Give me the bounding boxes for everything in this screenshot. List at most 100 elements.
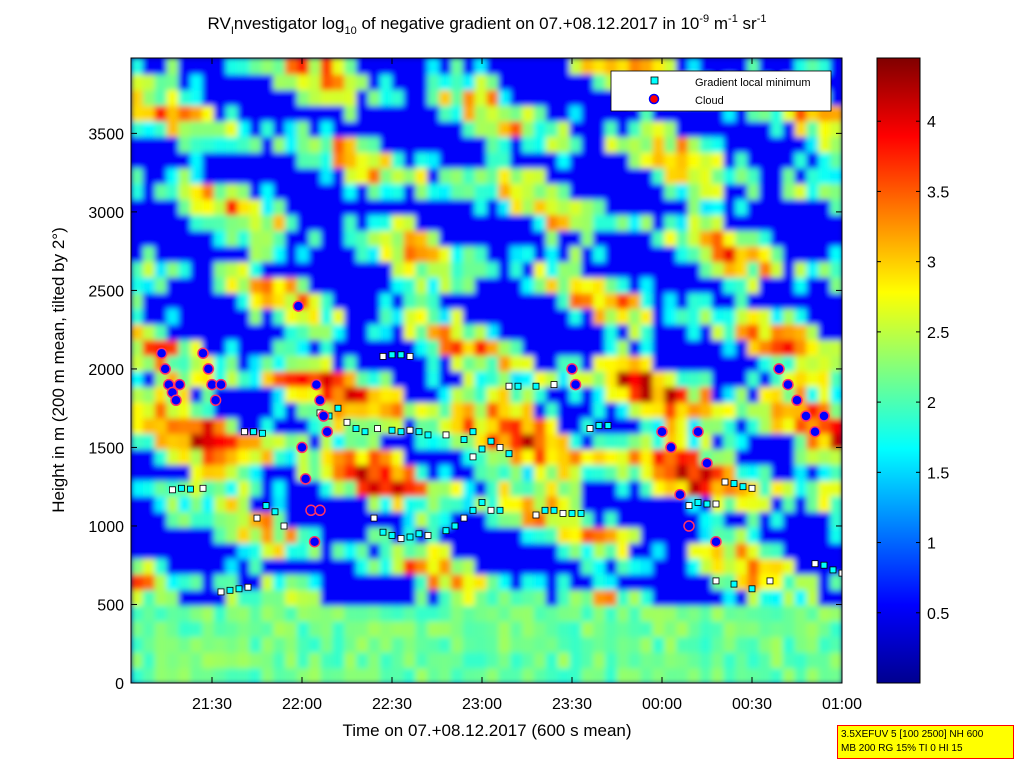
heatmap-cell <box>605 542 618 559</box>
heatmap-cell <box>711 651 725 669</box>
heatmap-cell <box>699 667 713 683</box>
heatmap-cell <box>296 417 310 434</box>
heatmap-cell <box>190 136 204 153</box>
heatmap-cell <box>486 526 500 544</box>
heatmap-cell <box>131 183 144 200</box>
heatmap-cell <box>462 245 476 263</box>
heatmap-cell <box>830 214 842 231</box>
heatmap-cell <box>545 401 559 419</box>
heatmap-cell <box>391 276 405 294</box>
heatmap-cell <box>142 58 156 75</box>
heatmap-cell <box>759 58 772 75</box>
heatmap-cell <box>261 401 275 419</box>
heatmap-cell <box>178 604 192 622</box>
heatmap-cell <box>368 292 381 309</box>
heatmap-cell <box>510 308 523 325</box>
heatmap-cell <box>699 526 713 544</box>
heatmap-cell <box>332 604 346 622</box>
heatmap-cell <box>486 417 500 434</box>
heatmap-cell <box>616 433 630 450</box>
x-tick-label: 00:00 <box>642 696 682 713</box>
heatmap-cell <box>285 636 298 653</box>
heatmap-cell <box>498 464 512 481</box>
gradient-minimum-point <box>685 502 693 510</box>
heatmap-cell <box>676 245 689 263</box>
heatmap-cell <box>261 620 275 638</box>
heatmap-cell <box>652 354 666 372</box>
heatmap-cell <box>747 386 760 403</box>
heatmap-cell <box>782 261 796 278</box>
heatmap-cell <box>450 198 464 216</box>
heatmap-cell <box>296 323 310 341</box>
heatmap-cell <box>356 308 369 325</box>
heatmap-cell <box>403 323 417 341</box>
heatmap-cell <box>225 433 239 450</box>
heatmap-cell <box>261 589 275 606</box>
heatmap-cell <box>676 448 689 466</box>
heatmap-cell <box>308 589 322 606</box>
heatmap-cell <box>794 651 808 669</box>
heatmap-cell <box>166 558 180 575</box>
heatmap-cell <box>640 276 654 294</box>
heatmap-cell <box>782 589 796 606</box>
heatmap-cell <box>605 323 618 341</box>
heatmap-cell <box>356 558 369 575</box>
heatmap-cell <box>605 198 618 216</box>
heatmap-cell <box>249 604 263 622</box>
heatmap-cell <box>261 183 275 200</box>
heatmap-cell <box>166 58 180 75</box>
heatmap-cell <box>522 261 535 278</box>
heatmap-cell <box>202 511 215 528</box>
heatmap-cell <box>533 73 547 91</box>
heatmap-cell <box>379 276 393 294</box>
heatmap-cell <box>533 651 547 669</box>
heatmap-cell <box>510 589 523 606</box>
heatmap-cell <box>628 401 642 419</box>
heatmap-cell <box>557 401 571 419</box>
heatmap-cell <box>391 604 405 622</box>
heatmap-cell <box>794 667 808 683</box>
heatmap-cell <box>605 448 618 466</box>
heatmap-cell <box>344 261 358 278</box>
gradient-minimum-point <box>442 527 450 535</box>
heatmap-cell <box>593 276 606 294</box>
heatmap-cell <box>439 183 452 200</box>
heatmap-cell <box>190 229 204 247</box>
heatmap-cell <box>403 448 417 466</box>
heatmap-cell <box>806 589 820 606</box>
heatmap-cell <box>522 276 535 294</box>
heatmap-cell <box>415 214 429 231</box>
heatmap-cell <box>225 386 239 403</box>
heatmap-cell <box>332 151 346 169</box>
heatmap-cell <box>711 386 725 403</box>
cloud-point <box>215 378 227 391</box>
gradient-minimum-point <box>460 436 468 444</box>
heatmap-cell <box>498 589 512 606</box>
heatmap-cell <box>166 495 180 513</box>
heatmap-cell <box>747 495 760 513</box>
heatmap-cell <box>723 526 737 544</box>
heatmap-cell <box>830 464 842 481</box>
heatmap-cell <box>545 104 559 122</box>
heatmap-cell <box>616 354 630 372</box>
heatmap-cell <box>676 386 689 403</box>
heatmap-cell <box>131 276 144 294</box>
heatmap-cell <box>545 229 559 247</box>
heatmap-cell <box>166 120 180 138</box>
heatmap-cell <box>178 495 192 513</box>
heatmap-cell <box>344 511 358 528</box>
heatmap-cell <box>332 433 346 450</box>
heatmap-cell <box>782 448 796 466</box>
heatmap-cell <box>545 214 559 231</box>
heatmap-cell <box>818 433 832 450</box>
heatmap-cell <box>178 276 192 294</box>
heatmap-cell <box>178 198 192 216</box>
heatmap-cell <box>522 151 535 169</box>
heatmap-cell <box>545 354 559 372</box>
heatmap-cell <box>735 120 749 138</box>
heatmap-cell <box>356 245 369 263</box>
heatmap-cell <box>723 448 737 466</box>
heatmap-cell <box>759 511 772 528</box>
heatmap-cell <box>462 120 476 138</box>
heatmap-cell <box>593 245 606 263</box>
